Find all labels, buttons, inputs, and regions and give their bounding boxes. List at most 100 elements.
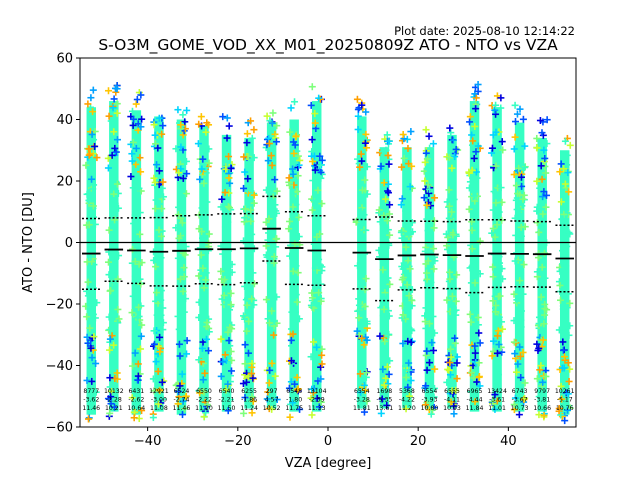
scatter-point	[492, 162, 500, 170]
scatter-point	[223, 114, 231, 122]
scatter-point	[138, 407, 146, 415]
scatter-point	[422, 149, 430, 157]
scatter-point	[557, 160, 565, 168]
scatter-point	[468, 226, 476, 234]
scatter-point	[451, 153, 459, 161]
scatter-point	[445, 202, 453, 210]
scatter-point	[177, 298, 185, 306]
scatter-point	[535, 228, 543, 236]
scatter-point	[398, 163, 406, 171]
scatter-point	[427, 278, 435, 286]
scatter-point	[510, 401, 518, 409]
scatter-point	[476, 339, 484, 347]
scatter-density-column	[357, 116, 367, 409]
scatter-point	[520, 261, 528, 269]
bin-stat-n: 6554	[354, 388, 370, 395]
scatter-point	[315, 289, 323, 297]
scatter-point	[533, 268, 541, 276]
scatter-point	[354, 262, 362, 270]
scatter-point	[466, 118, 474, 126]
scatter-point	[132, 100, 140, 108]
scatter-point	[287, 357, 295, 365]
scatter-point	[355, 314, 363, 322]
scatter-point	[453, 359, 461, 367]
scatter-point	[158, 184, 166, 192]
scatter-point	[311, 119, 319, 127]
scatter-point	[510, 145, 518, 153]
bin-stat-n: 12921	[149, 388, 169, 395]
scatter-point	[430, 393, 438, 401]
scatter-point	[402, 243, 410, 251]
scatter-point	[128, 309, 136, 317]
bin-statistic-lines	[82, 195, 574, 302]
scatter-point	[250, 280, 258, 288]
scatter-point	[384, 187, 392, 195]
scatter-point	[227, 372, 235, 380]
scatter-point	[498, 198, 506, 206]
scatter-point	[89, 86, 97, 94]
scatter-point	[357, 235, 365, 243]
scatter-point	[382, 283, 390, 291]
scatter-point	[443, 378, 451, 386]
scatter-point	[113, 85, 121, 93]
scatter-point	[400, 285, 408, 293]
bin-stat-mean: -2.74	[173, 396, 189, 403]
scatter-point	[154, 400, 162, 408]
scatter-point	[542, 372, 550, 380]
scatter-point	[157, 232, 165, 240]
scatter-point	[423, 347, 431, 355]
scatter-point	[268, 196, 276, 204]
scatter-point	[109, 279, 117, 287]
scatter-point	[181, 405, 189, 413]
scatter-point	[492, 101, 500, 109]
x-tick-label: 0	[324, 434, 332, 449]
scatter-point	[182, 392, 190, 400]
scatter-point	[379, 365, 387, 373]
scatter-point	[357, 207, 365, 215]
scatter-point	[555, 407, 563, 415]
scatter-point	[538, 175, 546, 183]
scatter-point	[510, 290, 518, 298]
scatter-point	[150, 256, 158, 264]
scatter-point	[201, 369, 209, 377]
scatter-point	[497, 184, 505, 192]
scatter-point	[561, 353, 569, 361]
scatter-density-column	[266, 122, 277, 409]
scatter-point	[452, 145, 460, 153]
scatter-point	[565, 188, 573, 196]
scatter-point	[444, 365, 452, 373]
scatter-point	[489, 347, 497, 355]
bin-stat-std: 10.64	[128, 405, 146, 412]
scatter-point	[250, 191, 258, 199]
scatter-point	[309, 177, 317, 185]
scatter-point	[248, 363, 256, 371]
bin-stat-n: 6524	[174, 388, 190, 395]
scatter-point	[534, 346, 542, 354]
scatter-point	[566, 141, 574, 149]
scatter-point	[227, 165, 235, 173]
scatter-point	[88, 175, 96, 183]
scatter-point	[136, 154, 144, 162]
scatter-point	[467, 388, 475, 396]
scatter-point	[247, 217, 255, 225]
scatter-point	[424, 227, 432, 235]
scatter-point	[133, 173, 141, 181]
scatter-point	[176, 382, 184, 390]
scatter-point	[240, 312, 248, 320]
scatter-point	[152, 196, 160, 204]
scatter-point	[313, 179, 321, 187]
scatter-point	[249, 269, 257, 277]
scatter-point	[476, 382, 484, 390]
scatter-point	[263, 253, 271, 261]
scatter-point	[317, 398, 325, 406]
scatter-point	[198, 165, 206, 173]
scatter-point	[422, 401, 430, 409]
scatter-point	[179, 397, 187, 405]
scatter-point	[175, 325, 183, 333]
scatter-point	[287, 104, 295, 112]
scatter-point	[496, 259, 504, 267]
scatter-density-column	[559, 150, 570, 415]
scatter-point	[492, 199, 500, 207]
scatter-point	[295, 315, 303, 323]
